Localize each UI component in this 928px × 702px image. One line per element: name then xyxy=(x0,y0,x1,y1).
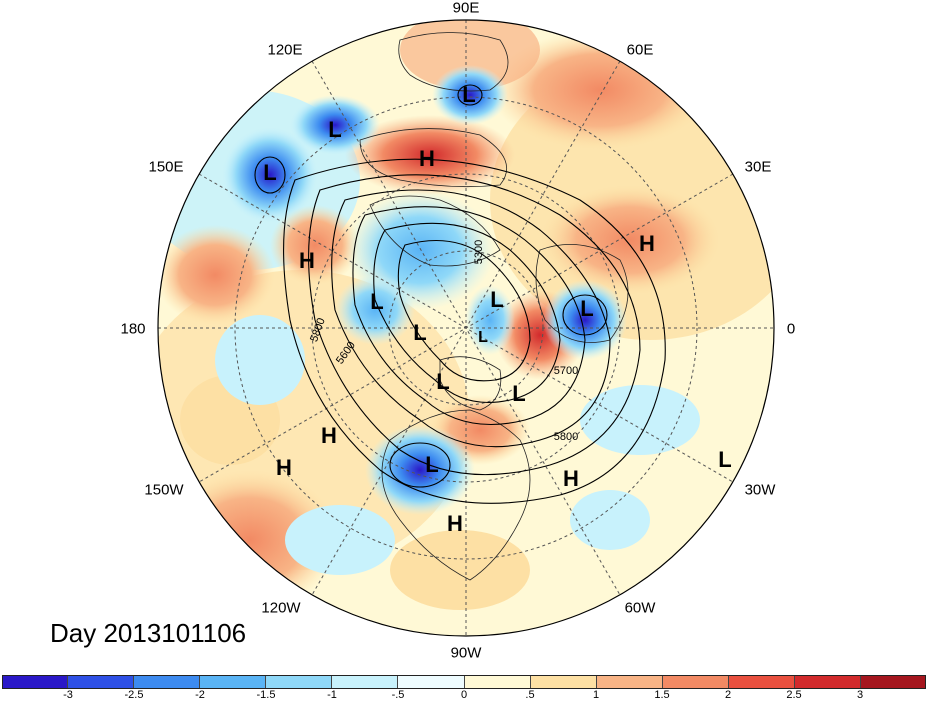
contour-label: 5800 xyxy=(553,431,579,443)
colorbar-swatch xyxy=(596,675,663,689)
pressure-center: L xyxy=(478,329,488,346)
colorbar-swatch xyxy=(662,675,729,689)
colorbar-tick-label: -1.5 xyxy=(256,689,276,701)
colorbar-tick-label: 2.5 xyxy=(786,689,802,701)
pressure-center: L xyxy=(490,287,504,312)
pressure-center: L xyxy=(263,160,277,185)
lon-label-30w: 30W xyxy=(744,481,776,499)
lon-label-60e: 60E xyxy=(626,41,654,59)
pressure-center: H xyxy=(447,511,463,536)
colorbar xyxy=(2,675,927,689)
colorbar-tick-label: -3 xyxy=(63,689,73,701)
map-border xyxy=(157,19,775,637)
colorbar-tick-label: -.5 xyxy=(391,689,405,701)
colorbar-tick-label: -2.5 xyxy=(124,689,144,701)
pressure-center: L xyxy=(718,447,732,472)
pressure-center: L xyxy=(462,82,476,107)
lon-label-90w: 90W xyxy=(450,644,482,662)
colorbar-tick-label: 2 xyxy=(724,689,732,701)
pressure-center: H xyxy=(563,466,579,491)
lon-label-150e: 150E xyxy=(148,158,184,176)
pressure-center: H xyxy=(276,455,292,480)
colorbar-swatch xyxy=(266,675,333,689)
colorbar-swatch xyxy=(861,675,927,689)
colorbar-tick-label: 0 xyxy=(460,689,468,701)
lon-label-180: 180 xyxy=(120,320,146,338)
pressure-center: L xyxy=(370,289,384,314)
pressure-center: L xyxy=(512,381,526,406)
colorbar-swatch xyxy=(68,675,135,689)
pressure-center: L xyxy=(328,117,342,142)
pressure-center: L xyxy=(436,369,450,394)
lon-label-0: 0 xyxy=(786,320,796,338)
pressure-center: L xyxy=(413,320,427,345)
colorbar-tick-label: 1 xyxy=(592,689,600,701)
colorbar-swatch xyxy=(728,675,795,689)
lon-label-150w: 150W xyxy=(144,481,184,499)
colorbar-tick-label: -2 xyxy=(195,689,205,701)
colorbar-tick-label: -1 xyxy=(327,689,337,701)
pressure-center: L xyxy=(425,452,439,477)
colorbar-swatch xyxy=(398,675,465,689)
colorbar-swatch xyxy=(332,675,399,689)
pressure-center: H xyxy=(419,146,435,171)
colorbar-swatch xyxy=(464,675,531,689)
lon-label-30e: 30E xyxy=(744,158,772,176)
colorbar-swatch xyxy=(794,675,862,689)
lon-label-60w: 60W xyxy=(624,599,656,617)
anomaly-field xyxy=(158,20,774,636)
pressure-center: H xyxy=(299,248,315,273)
colorbar-swatch xyxy=(200,675,267,689)
colorbar-swatch xyxy=(2,675,69,689)
colorbar-tick-label: 1.5 xyxy=(654,689,670,701)
date-title: Day 2013101106 xyxy=(50,618,247,648)
lon-label-120w: 120W xyxy=(261,599,301,617)
height-contours xyxy=(254,84,666,504)
lon-label-90e: 90E xyxy=(452,0,480,17)
colorbar-swatch xyxy=(134,675,201,689)
colorbar-swatch xyxy=(530,675,597,689)
pressure-center: H xyxy=(321,423,337,448)
colorbar-tick-label: 3 xyxy=(856,689,864,701)
lon-label-120e: 120E xyxy=(267,41,303,59)
contour-label: 5300 xyxy=(473,239,485,265)
pressure-center: H xyxy=(639,231,655,256)
graticule xyxy=(158,20,774,636)
contour-label: 5700 xyxy=(553,365,579,377)
pressure-center: L xyxy=(580,296,594,321)
colorbar-tick-label: .5 xyxy=(525,689,535,701)
coastlines xyxy=(359,32,629,581)
